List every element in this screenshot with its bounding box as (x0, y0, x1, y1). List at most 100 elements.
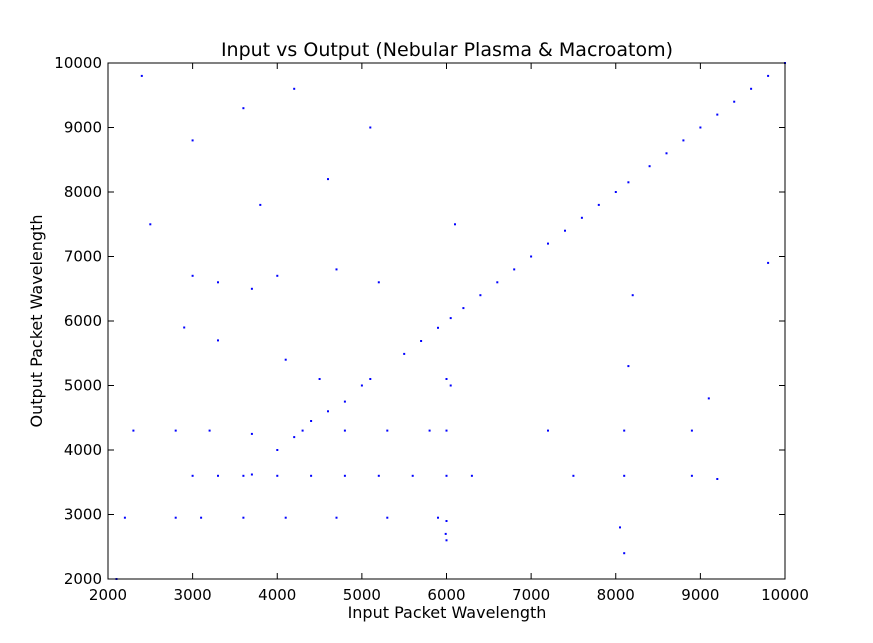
data-point (479, 294, 482, 297)
data-point (377, 281, 380, 284)
data-point (767, 261, 770, 264)
data-point (191, 139, 194, 142)
data-point (547, 429, 549, 432)
data-point (716, 113, 719, 116)
data-point (191, 474, 194, 477)
data-point (343, 474, 346, 477)
data-point (530, 255, 533, 258)
y-tick-label: 3000 (64, 506, 102, 524)
data-point (284, 358, 287, 361)
data-point (564, 229, 566, 232)
data-point (327, 410, 329, 413)
data-point (623, 552, 626, 555)
data-point (301, 429, 304, 432)
x-tick-label: 3000 (174, 586, 212, 604)
data-point (449, 384, 452, 387)
data-point (259, 203, 262, 206)
data-point (470, 474, 473, 477)
data-point (183, 326, 186, 329)
data-point (454, 223, 456, 226)
data-point (614, 191, 617, 193)
data-point (750, 87, 753, 90)
x-axis-label: Input Packet Wavelength (348, 603, 547, 622)
data-point (449, 317, 452, 320)
data-point (343, 400, 346, 403)
data-point (682, 139, 685, 142)
data-point (123, 516, 126, 519)
data-point (733, 100, 736, 103)
data-point (445, 474, 448, 477)
data-point (411, 474, 414, 477)
data-point (335, 516, 338, 519)
y-tick-label: 10000 (54, 54, 102, 72)
data-point (335, 268, 338, 271)
x-tick-label: 6000 (427, 586, 465, 604)
data-point (386, 429, 389, 432)
data-point (377, 474, 380, 477)
y-tick-label: 5000 (64, 377, 102, 395)
data-point (191, 274, 194, 277)
data-point (437, 326, 439, 329)
data-point (132, 429, 135, 432)
axis-ticks: 2000 3000 4000 5000 6000 7000 8000 9000 10000 200… (54, 54, 809, 604)
data-point (445, 378, 448, 380)
data-point (318, 378, 321, 380)
x-tick-label: 4000 (258, 586, 296, 604)
data-point (140, 74, 143, 77)
data-point (242, 516, 245, 519)
data-point (242, 474, 245, 477)
data-point (310, 474, 313, 477)
data-point (250, 473, 253, 476)
data-point (437, 516, 439, 519)
data-point (250, 432, 253, 435)
data-point (293, 87, 296, 90)
data-point (428, 429, 431, 432)
data-point (513, 268, 516, 271)
data-point (200, 516, 203, 519)
data-point (496, 281, 499, 284)
y-axis-label: Output Packet Wavelength (27, 214, 46, 427)
data-point (623, 474, 626, 477)
data-point (250, 287, 253, 290)
data-point (208, 429, 211, 432)
y-tick-label: 8000 (64, 183, 102, 201)
data-point (174, 429, 177, 432)
data-point (462, 307, 465, 310)
y-tick-label: 7000 (64, 248, 102, 266)
data-point (716, 478, 719, 480)
data-point (369, 126, 372, 129)
data-point (293, 436, 296, 439)
data-point (310, 420, 313, 422)
data-point (403, 352, 406, 355)
y-tick-label: 9000 (64, 119, 102, 137)
x-tick-label: 2000 (89, 586, 127, 604)
data-point (420, 340, 423, 342)
y-tick-label: 4000 (64, 441, 102, 459)
data-point (623, 429, 626, 432)
data-point (627, 365, 630, 368)
data-point (343, 429, 346, 432)
data-point (699, 126, 702, 129)
data-point (690, 429, 693, 432)
data-point (445, 539, 448, 542)
data-point (445, 429, 448, 432)
data-point (707, 397, 710, 400)
data-point (327, 178, 329, 181)
data-point (445, 520, 448, 522)
x-tick-label: 9000 (681, 586, 719, 604)
data-point (619, 526, 621, 529)
x-tick-label: 10000 (761, 586, 809, 604)
data-point (276, 274, 279, 277)
x-tick-label: 7000 (512, 586, 550, 604)
chart-title: Input vs Output (Nebular Plasma & Macroa… (221, 39, 673, 61)
data-point (767, 74, 770, 77)
data-point (217, 474, 219, 477)
data-point (174, 516, 177, 519)
data-point (444, 532, 447, 535)
data-point (276, 449, 279, 451)
data-point (665, 152, 668, 155)
data-point (627, 181, 630, 184)
data-point (242, 107, 245, 110)
